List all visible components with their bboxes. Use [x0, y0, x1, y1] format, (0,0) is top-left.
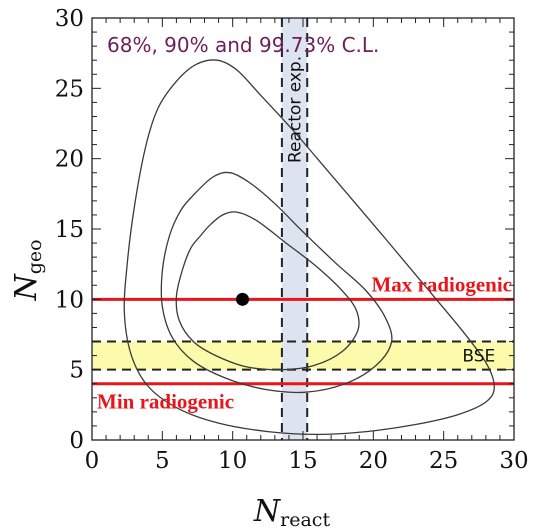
y-tick-label: 15	[55, 217, 84, 243]
y-axis-title: Ngeo	[9, 239, 46, 301]
y-tick-label: 0	[69, 428, 84, 454]
y-tick-label: 5	[69, 358, 84, 384]
labels-layer: BSE Reactor exp. Max radiogenic Min radioge…	[97, 56, 512, 414]
contour-90	[160, 171, 393, 394]
x-axis-title: Nreact	[253, 494, 331, 528]
x-tick-label: 20	[359, 448, 388, 474]
contour-9973	[123, 59, 495, 436]
best-fit-point	[236, 292, 250, 306]
y-tick-label: 10	[55, 287, 84, 313]
x-tick-label: 30	[499, 448, 528, 474]
bands-layer	[92, 18, 514, 440]
x-tick-label: 15	[288, 448, 317, 474]
x-tick-label: 5	[155, 448, 170, 474]
ticks-layer: 0 5 10 15 20 25 30 0 5 10 15 20 25 30	[55, 6, 529, 474]
bse-label: BSE	[462, 347, 495, 367]
reactor-exp-label: Reactor exp.	[286, 56, 306, 163]
chart-title: 68%, 90% and 99.73% C.L.	[107, 33, 379, 57]
x-tick-label: 10	[218, 448, 247, 474]
y-tick-label: 25	[55, 76, 84, 102]
x-tick-label: 0	[85, 448, 100, 474]
min-radiogenic-label: Min radiogenic	[97, 390, 234, 414]
contour-68	[175, 211, 360, 371]
max-radiogenic-label: Max radiogenic	[371, 272, 512, 296]
y-tick-label: 20	[55, 147, 84, 173]
y-tick-label: 30	[55, 6, 84, 32]
x-tick-label: 25	[429, 448, 458, 474]
contours-layer	[123, 59, 495, 436]
